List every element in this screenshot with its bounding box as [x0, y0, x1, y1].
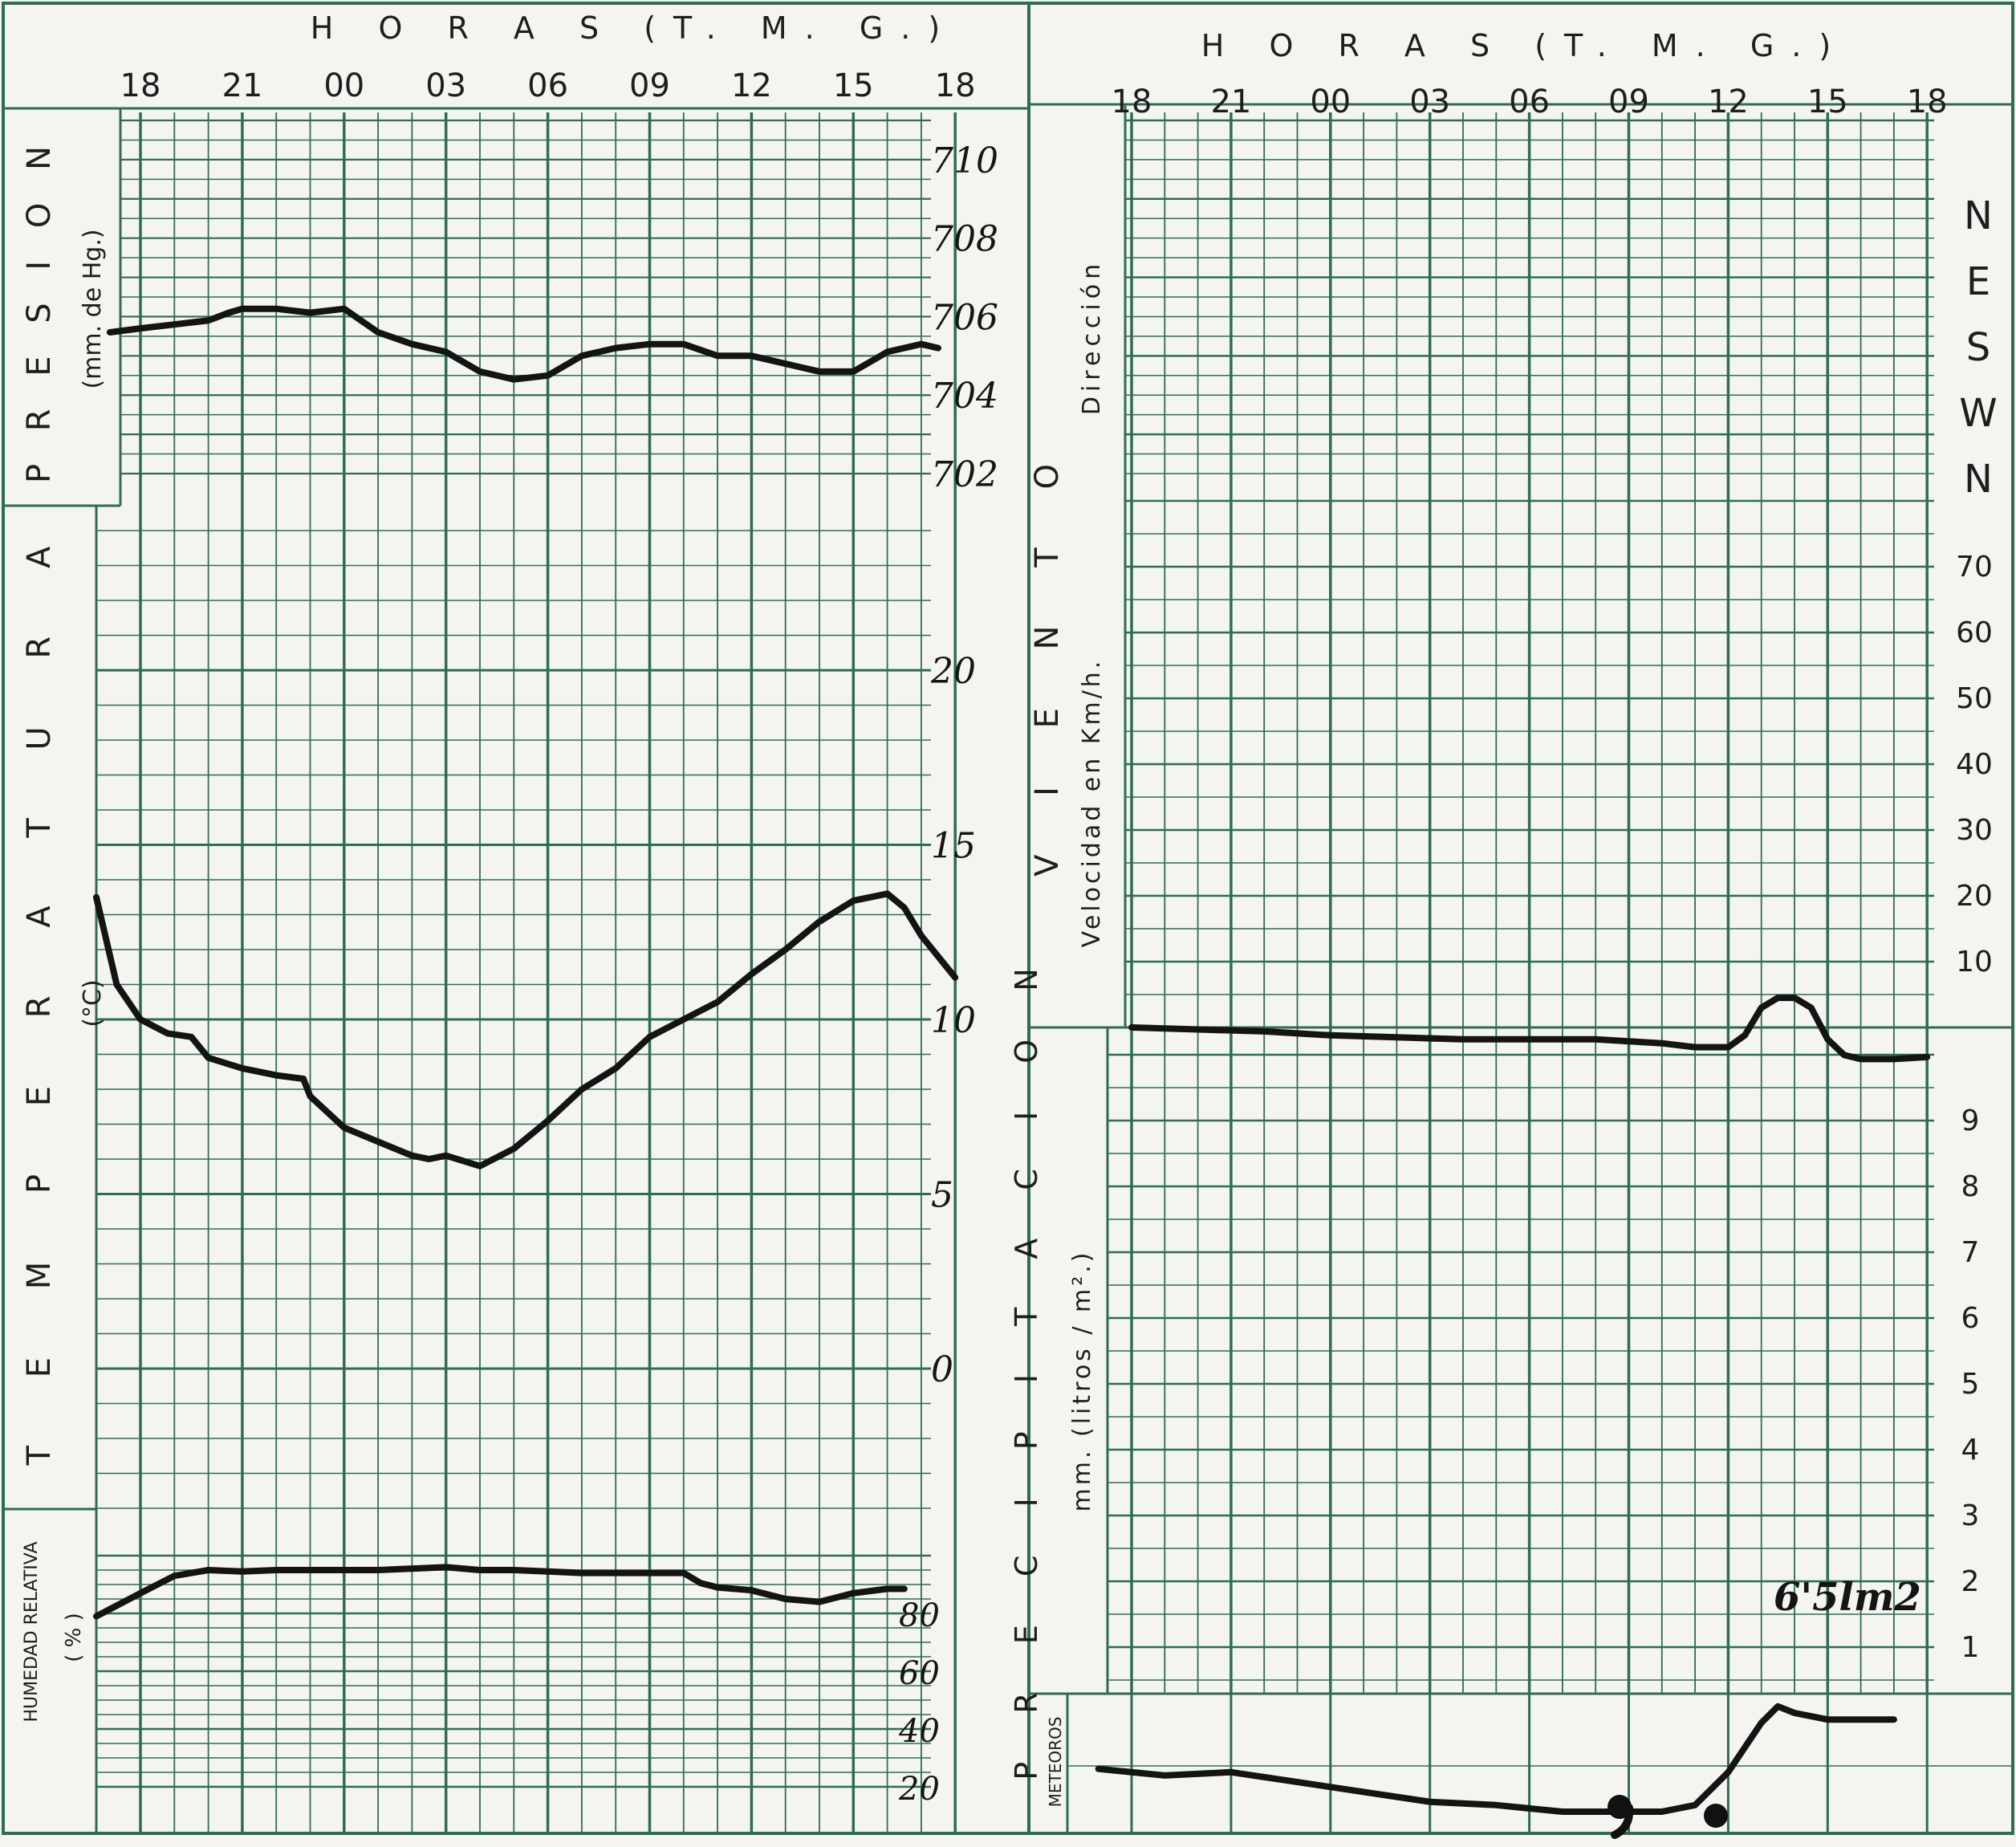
precip-scale-label: 6 [1961, 1302, 1980, 1335]
precip-scale-label: 9 [1961, 1105, 1980, 1137]
left-hour-tick: 06 [527, 67, 568, 104]
temperatura-scale-label: 20 [930, 651, 976, 692]
left-hours-title: H O R A S (T. M. G.) [311, 10, 957, 46]
humedad-scale-label: 80 [899, 1597, 940, 1634]
left-hour-tick: 09 [629, 67, 670, 104]
speed-scale-label: 50 [1956, 682, 1993, 715]
right-hour-tick: 12 [1708, 83, 1749, 120]
right-hour-tick: 06 [1509, 83, 1550, 120]
left-hour-labels: 18 21 00 03 06 09 12 15 18 [120, 67, 976, 104]
humedad-label: HUMEDAD RELATIVA [22, 1542, 42, 1723]
temperatura-trace [93, 890, 959, 1170]
left-hour-tick: 03 [425, 67, 466, 104]
precip-scale-label: 4 [1961, 1434, 1980, 1467]
direction-scale-label: N [1964, 193, 1993, 238]
presion-scale-label: 704 [931, 376, 998, 417]
left-hour-tick: 21 [222, 67, 262, 104]
precip-scale-label: 8 [1961, 1170, 1980, 1203]
trace-layer [93, 305, 1931, 1815]
humedad-trace [93, 1564, 908, 1620]
meteoros-label: METEOROS [1046, 1717, 1065, 1808]
right-hours-title: H O R A S (T. M. G.) [1201, 28, 1848, 63]
presion-scale-label: 702 [931, 454, 998, 495]
presion-trace [106, 305, 941, 383]
precip-scale-label: 3 [1961, 1499, 1980, 1532]
left-hour-tick: 15 [833, 67, 874, 104]
right-hour-labels: 18 21 00 03 06 09 12 15 18 [1112, 83, 1948, 120]
speed-scale-label: 70 [1956, 551, 1993, 584]
presion-unit: (mm. de Hg.) [79, 229, 107, 389]
right-hour-tick: 09 [1608, 83, 1649, 120]
left-hour-tick: 12 [731, 67, 772, 104]
left-hour-tick: 18 [120, 67, 161, 104]
humedad-unit: ( % ) [62, 1613, 86, 1662]
temperatura-scale-label: 15 [931, 826, 976, 867]
precip-scale-label: 5 [1961, 1368, 1980, 1401]
right-hour-tick: 18 [1907, 83, 1948, 120]
presion-label: P R E S I O N [21, 135, 58, 483]
direction-scale-label: N [1964, 457, 1993, 502]
right-hour-tick: 18 [1112, 83, 1152, 120]
humedad-scale: 80 60 40 20 [898, 1597, 940, 1808]
viento-velocidad-trace [1128, 995, 1931, 1063]
temperatura-label: T E M P E R A T U R A [21, 518, 58, 1467]
temperatura-unit: (°C) [79, 979, 107, 1027]
temperatura-scale: 20 15 10 5 0 [930, 651, 976, 1390]
presion-scale: 710 708 706 704 702 [931, 140, 998, 495]
speed-scale-label: 60 [1956, 616, 1993, 649]
precipitacion-label: P R E C I P I T A C I O N [1009, 949, 1044, 1780]
precipitacion-unit: mm. (litros / m².) [1068, 1250, 1096, 1512]
right-hour-tick: 00 [1310, 83, 1351, 120]
right-hour-tick: 03 [1409, 83, 1450, 120]
speed-scale-label: 40 [1956, 748, 1993, 781]
wind-speed-scale: 70 60 50 40 30 20 10 [1956, 551, 1993, 978]
precipitacion-trace [1095, 1703, 1897, 1815]
temperatura-scale-label: 0 [931, 1349, 953, 1390]
humedad-scale-label: 60 [899, 1655, 940, 1692]
speed-scale-label: 20 [1956, 880, 1993, 913]
presion-scale-label: 710 [931, 140, 998, 181]
precip-scale-label: 2 [1961, 1565, 1980, 1598]
humedad-scale-label: 20 [898, 1771, 940, 1808]
viento-label: V I E N T O [1029, 440, 1066, 877]
right-hour-tick: 21 [1210, 83, 1251, 120]
precipitacion-total-annotation: 6'5lm2 [1774, 1575, 1921, 1620]
temperatura-scale-label: 5 [931, 1175, 953, 1216]
temperatura-scale-label: 10 [931, 1000, 976, 1041]
humedad-scale-label: 40 [898, 1713, 940, 1750]
viento-direccion-label: Dirección [1078, 259, 1106, 415]
speed-scale-label: 10 [1956, 946, 1993, 978]
precip-scale-label: 7 [1961, 1236, 1980, 1269]
presion-scale-label: 706 [931, 297, 998, 338]
speed-scale-label: 30 [1956, 814, 1993, 847]
precipitacion-scale: 9 8 7 6 5 4 3 2 1 [1961, 1105, 1980, 1664]
direction-scale-label: W [1959, 391, 1997, 436]
viento-velocidad-label: Velocidad en Km/h. [1078, 658, 1106, 948]
rain-symbol-icon [1704, 1804, 1728, 1828]
drizzle-symbol-icon [1608, 1795, 1634, 1839]
precip-scale-label: 1 [1961, 1631, 1980, 1664]
right-hour-tick: 15 [1807, 83, 1848, 120]
left-hour-tick: 18 [935, 67, 976, 104]
direction-scale-label: E [1966, 259, 1990, 304]
presion-scale-label: 708 [931, 219, 998, 260]
left-hour-tick: 00 [323, 67, 364, 104]
direction-scale-label: S [1966, 325, 1990, 370]
